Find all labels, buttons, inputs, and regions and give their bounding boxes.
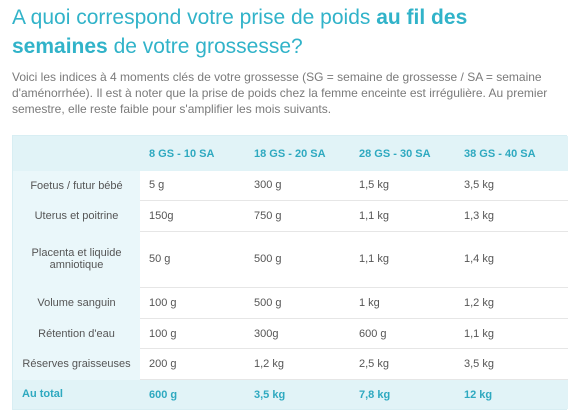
- table-row: Réserves graisseuses 200 g 1,2 kg 2,5 kg…: [13, 349, 568, 380]
- table-cell: 750 g: [245, 200, 350, 231]
- intro-paragraph: Voici les indices à 4 moments clés de vo…: [12, 69, 562, 117]
- row-label: Uterus et poitrine: [13, 200, 140, 231]
- column-header: 38 GS - 40 SA: [455, 136, 568, 171]
- table-row: Uterus et poitrine 150g 750 g 1,1 kg 1,3…: [13, 200, 568, 231]
- table-cell: 1 kg: [350, 288, 455, 319]
- row-label: Réserves graisseuses: [13, 349, 140, 380]
- total-cell: 3,5 kg: [245, 380, 350, 410]
- table-cell: 1,1 kg: [350, 200, 455, 231]
- table-cell: 500 g: [245, 231, 350, 288]
- table-cell: 100 g: [140, 318, 245, 349]
- total-cell: 12 kg: [455, 380, 568, 410]
- table-cell: 5 g: [140, 171, 245, 200]
- page-title: A quoi correspond votre prise de poids a…: [12, 3, 562, 61]
- table-cell: 50 g: [140, 231, 245, 288]
- title-part1: A quoi correspond votre prise de poids: [12, 6, 376, 29]
- table-cell: 600 g: [350, 318, 455, 349]
- table-cell: 1,2 kg: [245, 349, 350, 380]
- table-cell: 200 g: [140, 349, 245, 380]
- row-label: Placenta et liquide amniotique: [13, 231, 140, 288]
- table-row: Rétention d'eau 100 g 300g 600 g 1,1 kg: [13, 318, 568, 349]
- table-cell: 1,3 kg: [455, 200, 568, 231]
- table-cell: 2,5 kg: [350, 349, 455, 380]
- row-label: Rétention d'eau: [13, 318, 140, 349]
- row-label: Foetus / futur bébé: [13, 171, 140, 200]
- table-row: Volume sanguin 100 g 500 g 1 kg 1,2 kg: [13, 288, 568, 319]
- total-label: Au total: [13, 380, 140, 410]
- table-total-row: Au total 600 g 3,5 kg 7,8 kg 12 kg: [13, 380, 568, 410]
- total-cell: 7,8 kg: [350, 380, 455, 410]
- table-cell: 150g: [140, 200, 245, 231]
- table-cell: 3,5 kg: [455, 349, 568, 380]
- weight-gain-table: 8 GS - 10 SA 18 GS - 20 SA 28 GS - 30 SA…: [13, 136, 568, 409]
- table-cell: 300 g: [245, 171, 350, 200]
- title-part2: de votre grossesse?: [108, 35, 303, 58]
- table-cell: 1,4 kg: [455, 231, 568, 288]
- column-header: 28 GS - 30 SA: [350, 136, 455, 171]
- table-cell: 500 g: [245, 288, 350, 319]
- table-cell: 1,5 kg: [350, 171, 455, 200]
- total-cell: 600 g: [140, 380, 245, 410]
- weight-gain-table-container: 8 GS - 10 SA 18 GS - 20 SA 28 GS - 30 SA…: [12, 135, 567, 410]
- column-header: 18 GS - 20 SA: [245, 136, 350, 171]
- row-label: Volume sanguin: [13, 288, 140, 319]
- table-cell: 3,5 kg: [455, 171, 568, 200]
- table-cell: 300g: [245, 318, 350, 349]
- column-header: 8 GS - 10 SA: [140, 136, 245, 171]
- table-row: Placenta et liquide amniotique 50 g 500 …: [13, 231, 568, 288]
- table-cell: 1,2 kg: [455, 288, 568, 319]
- table-cell: 100 g: [140, 288, 245, 319]
- table-cell: 1,1 kg: [350, 231, 455, 288]
- table-cell: 1,1 kg: [455, 318, 568, 349]
- table-header-row: 8 GS - 10 SA 18 GS - 20 SA 28 GS - 30 SA…: [13, 136, 568, 171]
- table-row: Foetus / futur bébé 5 g 300 g 1,5 kg 3,5…: [13, 171, 568, 200]
- table-header-corner: [13, 136, 140, 171]
